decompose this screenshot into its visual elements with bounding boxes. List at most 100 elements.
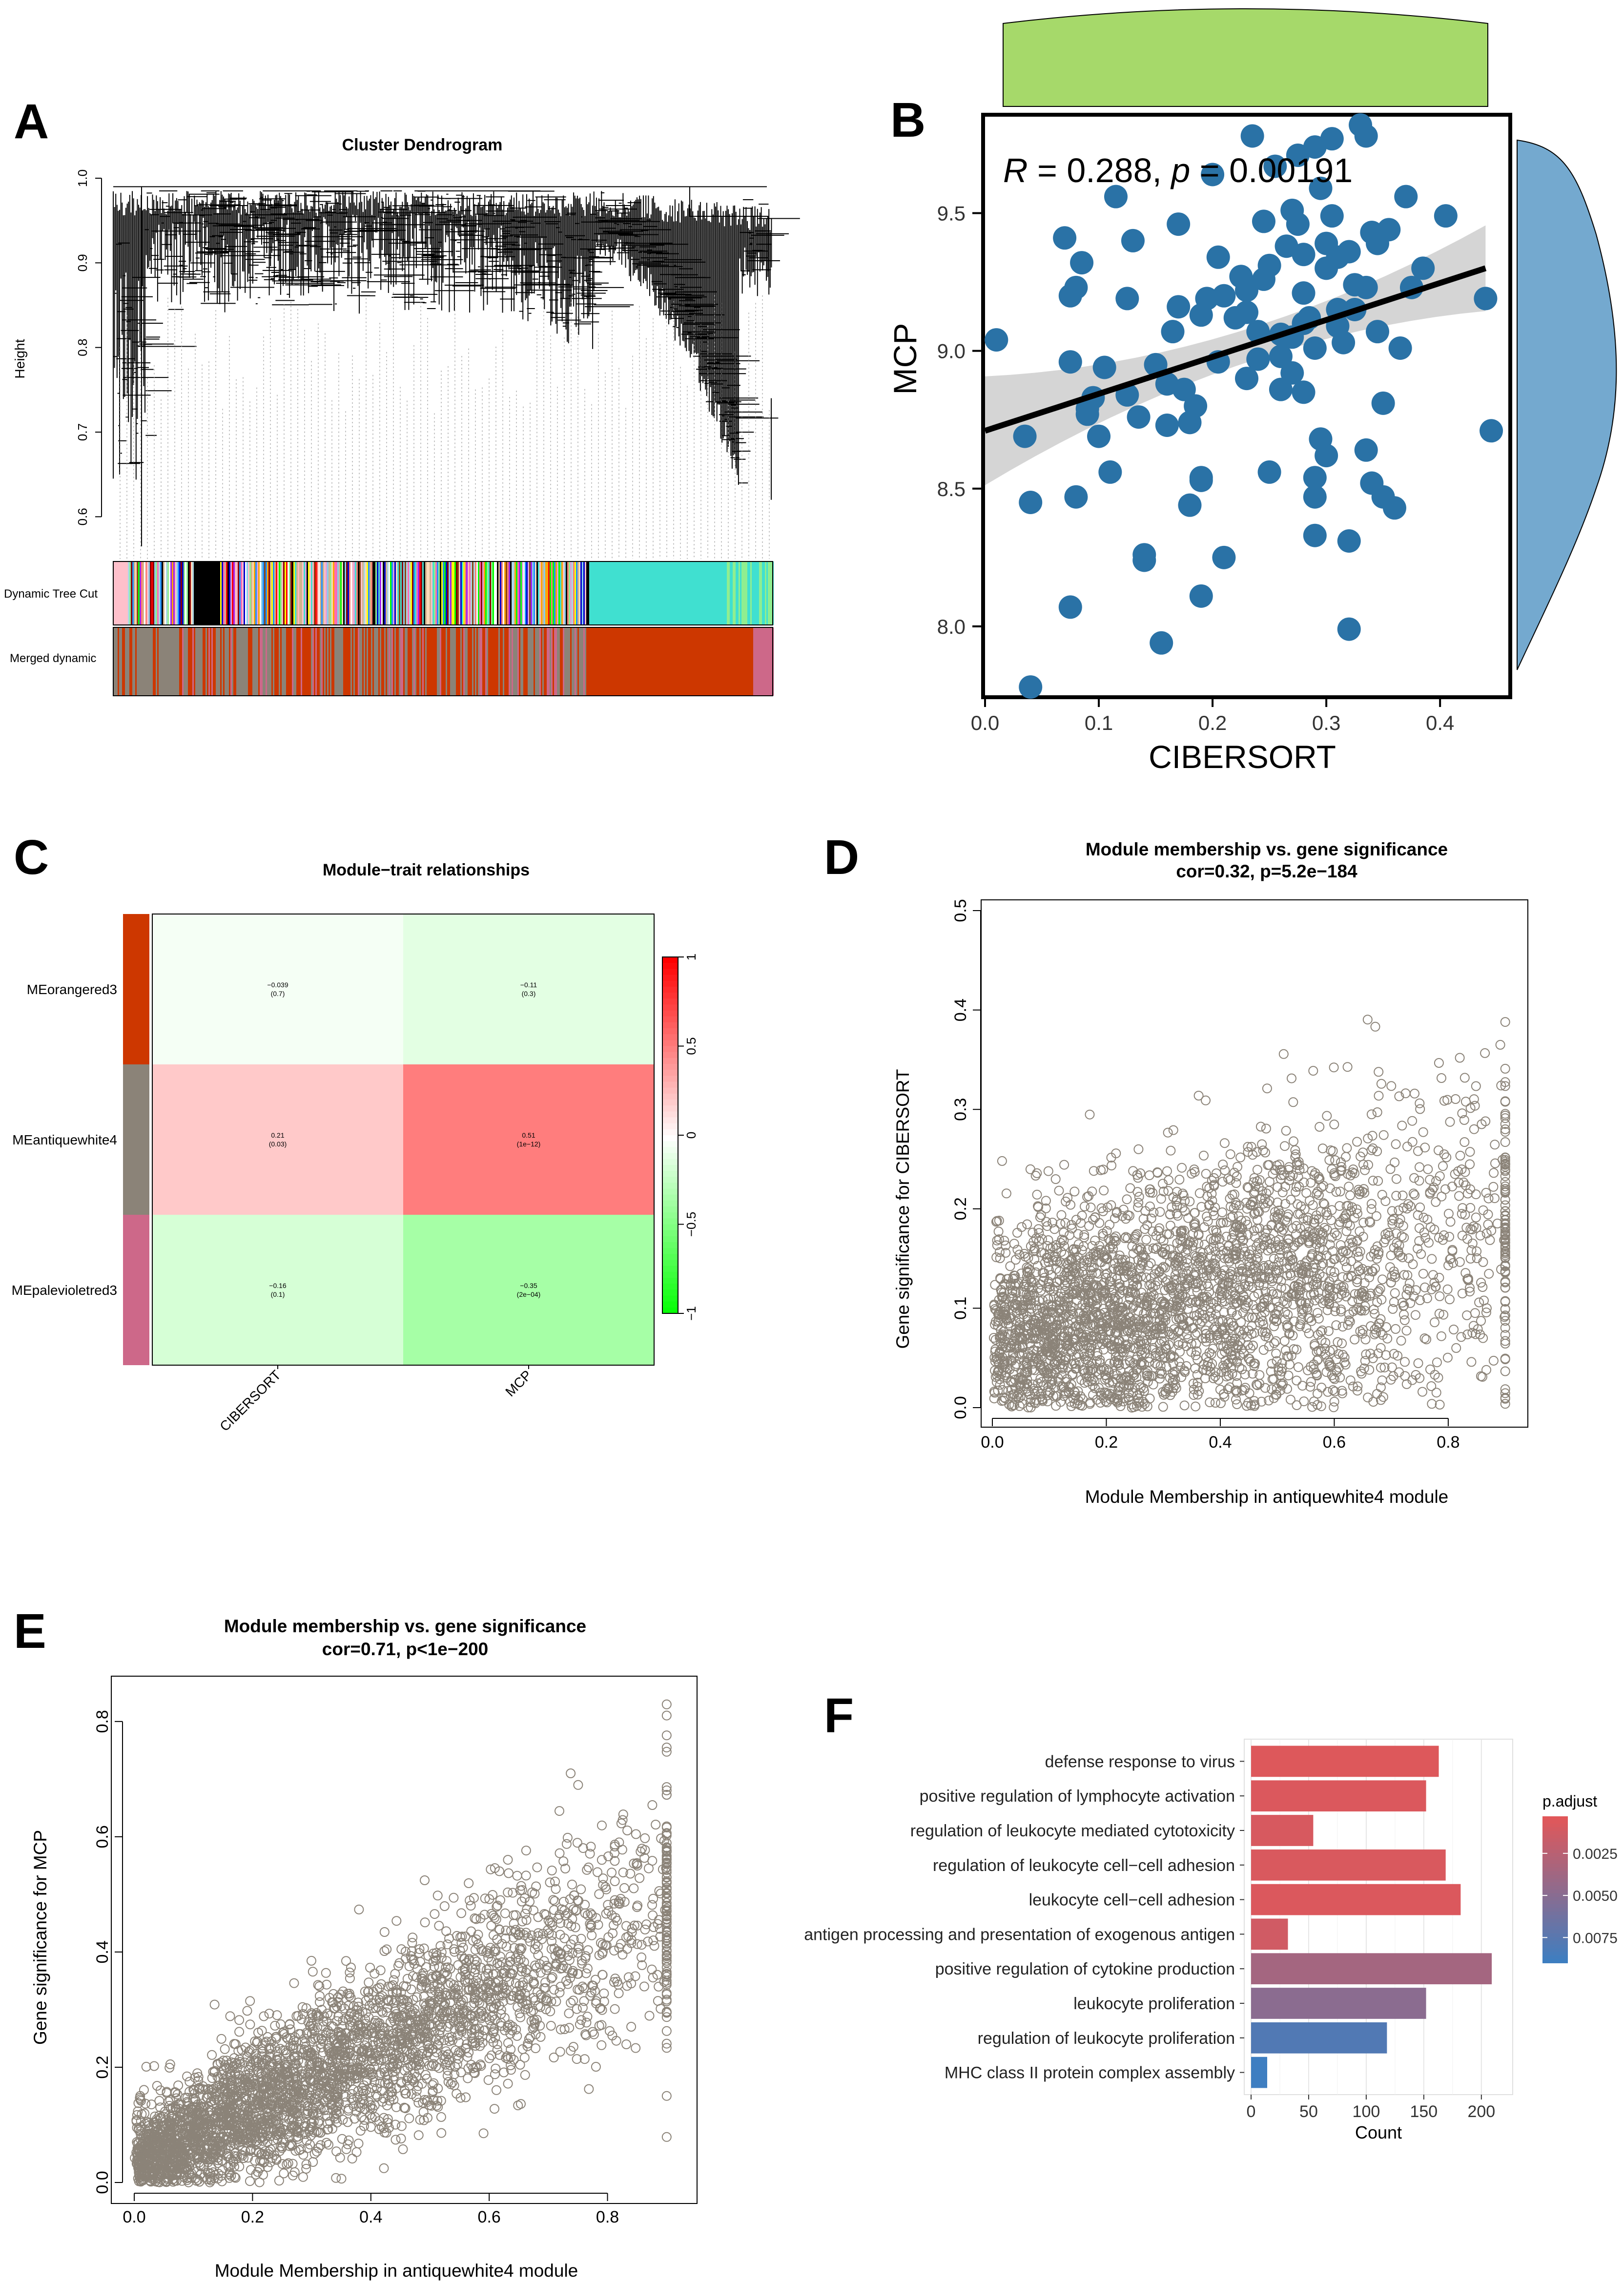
legend-swatch — [662, 963, 678, 970]
data-point — [1281, 1125, 1291, 1136]
merged-color-stripe — [356, 627, 358, 696]
data-point — [1127, 1270, 1137, 1280]
merged-color-stripe — [164, 627, 166, 696]
data-point — [1394, 1205, 1404, 1215]
merged-color-stripe — [378, 627, 380, 696]
module-color-stripe — [361, 561, 363, 625]
data-point — [1087, 424, 1111, 448]
merged-color-stripe — [632, 627, 634, 696]
data-point — [1180, 1206, 1190, 1216]
data-point — [992, 1371, 1002, 1381]
data-point — [1398, 1203, 1409, 1213]
module-color-stripe — [311, 561, 313, 625]
data-point — [1202, 1266, 1212, 1276]
module-color-stripe — [544, 561, 546, 625]
merged-color-stripe — [279, 627, 281, 696]
module-color-stripe — [172, 561, 174, 625]
data-point — [1359, 1187, 1370, 1198]
data-point — [1080, 1201, 1090, 1211]
legend-swatch — [662, 1105, 678, 1112]
data-point — [1260, 1383, 1270, 1393]
merged-color-stripe — [159, 627, 161, 696]
module-color-stripe — [596, 561, 598, 625]
merged-color-stripe — [189, 627, 191, 696]
merged-color-stripe — [150, 627, 152, 696]
data-point — [1337, 529, 1361, 553]
merged-color-stripe — [271, 627, 273, 696]
legend-swatch — [662, 1278, 678, 1285]
data-point — [1050, 1174, 1061, 1184]
module-color-stripe — [762, 561, 764, 625]
data-point — [1108, 1376, 1118, 1387]
merged-color-stripe — [242, 627, 244, 696]
data-point — [1467, 1238, 1478, 1248]
module-color-stripe — [424, 561, 426, 625]
merged-color-stripe — [293, 627, 295, 696]
merged-color-stripe — [280, 627, 282, 696]
data-point — [1460, 1167, 1470, 1177]
module-color-stripe — [623, 561, 625, 625]
data-point — [1500, 1330, 1510, 1340]
merged-color-stripe — [156, 627, 158, 696]
data-point — [1030, 1315, 1040, 1326]
module-color-stripe — [163, 561, 165, 625]
data-point — [1408, 1188, 1418, 1199]
data-point — [1052, 1256, 1062, 1267]
module-color-stripe — [519, 561, 521, 625]
merged-color-stripe — [367, 627, 369, 696]
data-point — [1166, 1145, 1176, 1156]
merged-color-stripe — [432, 627, 434, 696]
data-point — [1388, 336, 1412, 360]
module-color-stripe — [715, 561, 717, 625]
data-point — [1303, 336, 1327, 360]
legend-swatch — [662, 1028, 678, 1035]
module-color-stripe — [739, 561, 740, 625]
merged-color-stripe — [121, 627, 123, 696]
legend-swatch — [662, 1064, 678, 1071]
module-color-stripe — [642, 561, 644, 625]
data-point — [1488, 1182, 1499, 1192]
merged-color-stripe — [495, 627, 497, 696]
data-point — [1500, 1097, 1510, 1107]
merged-color-stripe — [665, 627, 667, 696]
merged-color-stripe — [531, 627, 533, 696]
x-tick-label: 0.0 — [981, 1433, 1004, 1452]
module-color-stripe — [175, 561, 177, 625]
merged-color-stripe — [523, 627, 525, 696]
data-point — [1188, 1228, 1198, 1239]
data-point — [1210, 1261, 1220, 1271]
module-color-stripe — [551, 561, 553, 625]
row-label: MEantiquewhite4 — [12, 1132, 117, 1147]
module-color-stripe — [210, 561, 212, 625]
module-color-stripe — [744, 561, 746, 625]
scatter-e-subtitle: cor=0.71, p<1e−200 — [322, 1639, 488, 1659]
merged-color-stripe — [282, 627, 284, 696]
data-point — [1471, 1212, 1481, 1223]
data-point — [1500, 1110, 1510, 1121]
data-point — [1167, 212, 1191, 236]
data-point — [1053, 226, 1077, 250]
merged-color-stripe — [312, 627, 314, 696]
module-color-stripe — [476, 561, 478, 625]
module-color-stripe — [348, 561, 349, 625]
module-color-stripe — [696, 561, 698, 625]
data-point — [1165, 1372, 1175, 1383]
data-point — [1460, 1137, 1470, 1147]
merged-color-stripe — [541, 627, 543, 696]
module-color-stripe — [712, 561, 714, 625]
merged-color-stripe — [260, 627, 262, 696]
merged-color-stripe — [599, 627, 601, 696]
data-point — [1073, 1239, 1084, 1249]
module-color-stripe — [699, 561, 701, 625]
data-point — [1457, 1209, 1467, 1219]
data-point — [1329, 1120, 1339, 1129]
module-color-stripe — [140, 561, 142, 625]
dendrogram-branches — [113, 186, 800, 485]
module-color-stripe — [585, 561, 587, 625]
module-color-stripe — [326, 561, 328, 625]
merged-color-stripe — [443, 627, 445, 696]
merged-color-stripe — [482, 627, 484, 696]
module-color-stripe — [157, 561, 159, 625]
module-color-stripe — [123, 561, 125, 625]
module-color-stripe — [334, 561, 336, 625]
